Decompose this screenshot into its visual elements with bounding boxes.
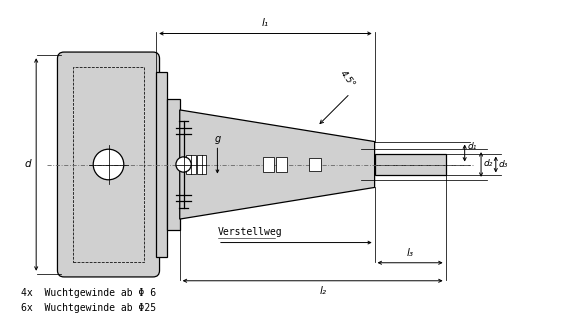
Text: d₂: d₂ [484, 159, 493, 168]
Text: l₁: l₁ [262, 18, 269, 28]
FancyBboxPatch shape [375, 154, 445, 175]
Text: 4.5°: 4.5° [338, 69, 357, 90]
Text: d: d [24, 160, 31, 169]
Text: l₂: l₂ [320, 286, 327, 296]
FancyBboxPatch shape [167, 99, 180, 230]
Circle shape [176, 157, 191, 172]
Text: d₁: d₁ [467, 142, 477, 151]
FancyBboxPatch shape [276, 157, 287, 172]
Text: l₃: l₃ [407, 248, 414, 258]
Text: g: g [214, 134, 220, 144]
Text: Verstellweg: Verstellweg [218, 227, 282, 237]
Text: 6x  Wuchtgewinde ab Φ25: 6x Wuchtgewinde ab Φ25 [21, 303, 157, 313]
Circle shape [93, 149, 124, 180]
FancyBboxPatch shape [263, 157, 274, 172]
FancyBboxPatch shape [197, 155, 206, 174]
FancyBboxPatch shape [186, 155, 195, 174]
Text: 4x  Wuchtgewinde ab Φ 6: 4x Wuchtgewinde ab Φ 6 [21, 288, 157, 298]
Polygon shape [180, 110, 375, 219]
FancyBboxPatch shape [156, 72, 167, 257]
FancyBboxPatch shape [57, 52, 160, 277]
FancyBboxPatch shape [309, 158, 321, 171]
Text: d₃: d₃ [499, 160, 509, 169]
